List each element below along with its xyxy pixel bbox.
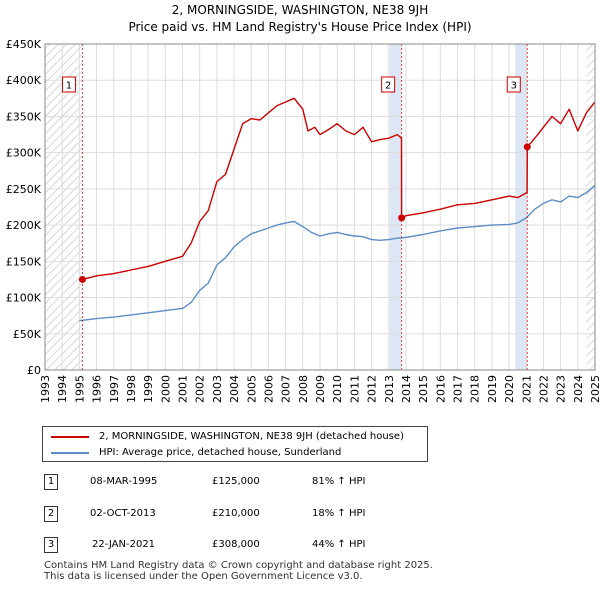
x-tick-label: 2014 — [400, 375, 413, 403]
y-tick-label: £400K — [6, 74, 42, 87]
page-subtitle: Price paid vs. HM Land Registry's House … — [128, 20, 472, 34]
sale-hpi-change: 81% ↑ HPI — [312, 476, 366, 487]
y-tick-label: £50K — [13, 328, 42, 341]
plot-frame — [44, 43, 596, 371]
sale-label-box — [381, 76, 396, 93]
x-tick-label: 2013 — [383, 375, 396, 403]
footer-licence: This data is licensed under the Open Gov… — [44, 571, 363, 582]
x-tick-label: 1997 — [108, 375, 121, 403]
hatched-region — [586, 44, 595, 370]
x-tick-label: 2004 — [228, 375, 241, 403]
x-tick-label: 2015 — [417, 375, 430, 403]
x-tick-label: 2000 — [159, 375, 172, 403]
sale-number-badge: 2 — [44, 506, 58, 522]
sale-label-box — [506, 76, 521, 93]
x-tick-label: 2022 — [537, 375, 550, 403]
sale-shade-band — [389, 44, 402, 370]
sale-date: 02-OCT-2013 — [90, 508, 156, 519]
x-tick-label: 2006 — [262, 375, 275, 403]
sale-label: 2 — [385, 81, 391, 92]
x-tick-label: 2002 — [194, 375, 207, 403]
legend-label-price: 2, MORNINGSIDE, WASHINGTON, NE38 9JH (de… — [99, 431, 404, 442]
x-tick-label: 1998 — [125, 375, 138, 403]
x-tick-label: 2023 — [555, 375, 568, 403]
x-tick-label: 1999 — [142, 375, 155, 403]
y-tick-label: £250K — [6, 183, 42, 196]
x-tick-label: 2024 — [572, 375, 585, 403]
x-tick-label: 2016 — [434, 375, 447, 403]
x-tick-label: 2011 — [348, 375, 361, 403]
sale-number-badge: 3 — [44, 537, 58, 553]
y-tick-label: £350K — [6, 110, 42, 123]
y-tick-label: £450K — [6, 38, 42, 51]
x-tick-label: 2020 — [503, 375, 516, 403]
x-tick-label: 1994 — [56, 375, 69, 403]
sale-price: £210,000 — [212, 508, 260, 519]
page-title: 2, MORNINGSIDE, WASHINGTON, NE38 9JH — [171, 3, 429, 17]
hatched-region — [45, 44, 83, 370]
legend-label-hpi: HPI: Average price, detached house, Sund… — [99, 447, 342, 458]
sale-price: £125,000 — [212, 476, 260, 487]
footer-copyright: Contains HM Land Registry data © Crown c… — [44, 560, 433, 571]
sale-label: 3 — [511, 81, 517, 92]
x-tick-label: 2009 — [314, 375, 327, 403]
x-tick-label: 2018 — [469, 375, 482, 403]
legend-swatch-price — [51, 436, 89, 438]
y-tick-label: £300K — [6, 147, 42, 160]
x-tick-label: 1993 — [39, 375, 52, 403]
sale-point — [78, 275, 86, 283]
x-tick-label: 2005 — [245, 375, 258, 403]
x-tick-label: 2017 — [452, 375, 465, 403]
x-tick-label: 2008 — [297, 375, 310, 403]
sale-shade-band — [515, 44, 528, 370]
sale-date: 22-JAN-2021 — [92, 539, 156, 550]
hpi-line — [79, 184, 596, 322]
chart-legend: 2, MORNINGSIDE, WASHINGTON, NE38 9JH (de… — [42, 426, 428, 462]
sale-number-badge: 1 — [44, 474, 58, 490]
x-tick-label: 2007 — [280, 375, 293, 403]
sale-point — [398, 214, 406, 222]
x-tick-label: 1995 — [73, 375, 86, 403]
x-tick-label: 2001 — [177, 375, 190, 403]
x-tick-label: 2019 — [486, 375, 499, 403]
sale-label: 1 — [66, 81, 72, 92]
sale-label-box — [61, 76, 76, 93]
x-tick-label: 2021 — [520, 375, 533, 403]
legend-swatch-hpi — [51, 452, 89, 454]
x-tick-label: 2025 — [589, 375, 600, 403]
sale-date: 08-MAR-1995 — [90, 476, 158, 487]
sale-hpi-change: 18% ↑ HPI — [312, 508, 366, 519]
x-tick-label: 2010 — [331, 375, 344, 403]
sale-hpi-change: 44% ↑ HPI — [312, 539, 366, 550]
y-tick-label: £200K — [6, 219, 42, 232]
sale-point — [523, 143, 531, 151]
y-tick-label: £100K — [6, 292, 42, 305]
sale-price: £308,000 — [212, 539, 260, 550]
price-chart: 1 2 3 £0 £50K £100K £150K £200K £250K £300K £350K… — [6, 38, 600, 403]
x-tick-label: 2003 — [211, 375, 224, 403]
x-tick-label: 2012 — [366, 375, 379, 403]
y-tick-label: £0 — [27, 364, 41, 377]
x-tick-label: 1996 — [91, 375, 104, 403]
y-tick-label: £150K — [6, 255, 42, 268]
